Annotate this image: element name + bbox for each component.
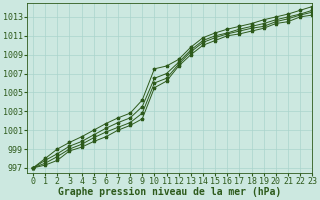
- X-axis label: Graphe pression niveau de la mer (hPa): Graphe pression niveau de la mer (hPa): [58, 187, 281, 197]
